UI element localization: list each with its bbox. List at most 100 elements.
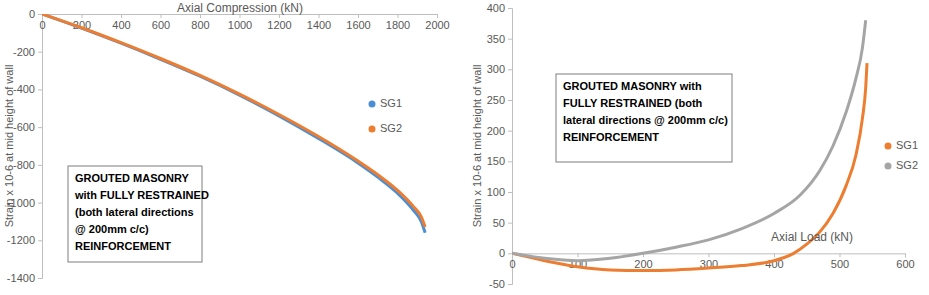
annotation: GROUTED MASONRY with FULLY RESTRAINED (bot… bbox=[74, 172, 209, 252]
tick-label: 0 bbox=[39, 19, 45, 31]
tick-label: 600 bbox=[152, 19, 170, 31]
tick-label: 150 bbox=[487, 155, 505, 167]
legend-marker bbox=[369, 126, 376, 133]
tick-label: 350 bbox=[487, 33, 505, 45]
tick-label: 0 bbox=[29, 8, 35, 20]
tick-mark bbox=[508, 131, 512, 132]
tick-mark bbox=[38, 240, 42, 241]
annotation: GROUTED MASONRY with FULLY RESTRAINED (bo… bbox=[563, 80, 728, 143]
tick-label: 2000 bbox=[425, 19, 449, 31]
tick: -50 bbox=[489, 278, 512, 290]
tick-label: 200 bbox=[487, 125, 505, 137]
tick: 800 bbox=[191, 14, 209, 31]
legend-marker bbox=[369, 101, 376, 108]
annotation-line: FULLY RESTRAINED (both bbox=[563, 97, 703, 109]
annotation-line: lateral directions @ 200mm c/c) bbox=[563, 114, 728, 126]
tick: 100 bbox=[487, 186, 512, 198]
series-line bbox=[512, 63, 867, 270]
tick-label: 250 bbox=[487, 94, 505, 106]
tick-mark bbox=[508, 100, 512, 101]
tick-mark bbox=[508, 253, 512, 254]
tick-mark bbox=[508, 192, 512, 193]
tick-mark bbox=[38, 203, 42, 204]
series-line bbox=[42, 14, 425, 227]
tick: 0 bbox=[509, 253, 515, 270]
tick: 1000 bbox=[228, 14, 252, 31]
tick-mark bbox=[38, 165, 42, 166]
tick-label: 400 bbox=[487, 2, 505, 14]
tick: 200 bbox=[634, 253, 652, 270]
annotation-line: (both lateral directions bbox=[75, 206, 194, 218]
tick: -400 bbox=[13, 83, 42, 95]
tick: 50 bbox=[493, 217, 512, 229]
chart: -500501001502002503003504000100200300400… bbox=[471, 2, 918, 290]
x-axis-title: Axial Compression (kN) bbox=[177, 1, 303, 15]
tick: -800 bbox=[13, 159, 42, 171]
tick: -1400 bbox=[7, 272, 42, 284]
tick: 150 bbox=[487, 155, 512, 167]
tick-label: 200 bbox=[634, 258, 652, 270]
series-line bbox=[512, 20, 866, 260]
tick: -200 bbox=[13, 46, 42, 58]
tick-mark bbox=[38, 127, 42, 128]
y-axis-title: Strain x 10-6 at mid height of wall bbox=[471, 65, 483, 228]
legend: SG1 SG2 bbox=[885, 139, 919, 171]
tick: 400 bbox=[487, 2, 512, 14]
tick-mark bbox=[508, 223, 512, 224]
tick-label: -200 bbox=[13, 46, 35, 58]
tick-mark bbox=[161, 14, 162, 18]
tick-label: 500 bbox=[831, 258, 849, 270]
plot-area bbox=[42, 14, 425, 233]
plot-area bbox=[512, 20, 867, 270]
tick-label: 0 bbox=[509, 258, 515, 270]
tick-mark bbox=[709, 253, 710, 257]
tick-label: -400 bbox=[13, 83, 35, 95]
tick-mark bbox=[319, 14, 320, 18]
legend-label: SG2 bbox=[896, 159, 918, 171]
annotation-line: GROUTED MASONRY bbox=[75, 172, 190, 184]
tick-mark bbox=[437, 14, 438, 18]
annotation-box bbox=[556, 74, 732, 162]
tick: 1800 bbox=[386, 14, 410, 31]
y-axis-title: Strain x 10-6 at mid height of wall bbox=[3, 65, 15, 228]
tick-mark bbox=[121, 14, 122, 18]
tick-mark bbox=[38, 278, 42, 279]
tick: 300 bbox=[487, 63, 512, 75]
annotation-line: with FULLY RESTRAINED bbox=[74, 189, 209, 201]
chart: -1400-1200-1000-800-600-400-200002004006… bbox=[3, 1, 450, 284]
tick: 1200 bbox=[267, 14, 291, 31]
tick-label: 50 bbox=[493, 217, 505, 229]
annotation-line: REINFORCEMENT bbox=[563, 131, 659, 143]
tick: 350 bbox=[487, 33, 512, 45]
tick-mark bbox=[840, 253, 841, 257]
tick: 1400 bbox=[307, 14, 331, 31]
tick: 200 bbox=[487, 125, 512, 137]
legend-marker bbox=[885, 143, 892, 150]
tick-mark bbox=[905, 253, 906, 257]
legend-marker bbox=[885, 163, 892, 170]
tick-label: 400 bbox=[112, 19, 130, 31]
tick-mark bbox=[508, 284, 512, 285]
annotation-line: GROUTED MASONRY with bbox=[563, 80, 702, 92]
tick-label: 600 bbox=[896, 258, 914, 270]
tick-label: 1800 bbox=[386, 19, 410, 31]
tick-label: 1600 bbox=[346, 19, 370, 31]
tick: 600 bbox=[152, 14, 170, 31]
tick-mark bbox=[38, 52, 42, 53]
tick-mark bbox=[508, 69, 512, 70]
annotation-line: REINFORCEMENT bbox=[75, 240, 171, 252]
tick-label: -50 bbox=[489, 278, 505, 290]
axis-line bbox=[508, 9, 513, 285]
axis-line bbox=[513, 254, 906, 257]
tick-mark bbox=[82, 14, 83, 18]
tick-mark bbox=[508, 8, 512, 9]
tick-label: 1400 bbox=[307, 19, 331, 31]
legend-label: SG1 bbox=[896, 139, 918, 151]
tick-mark bbox=[774, 253, 775, 257]
tick-label: -1400 bbox=[7, 272, 35, 284]
tick-mark bbox=[38, 14, 42, 15]
figure: -1400-1200-1000-800-600-400-200002004006… bbox=[0, 0, 929, 295]
tick-label: -600 bbox=[13, 121, 35, 133]
tick-label: 100 bbox=[487, 186, 505, 198]
tick-label: 1000 bbox=[228, 19, 252, 31]
